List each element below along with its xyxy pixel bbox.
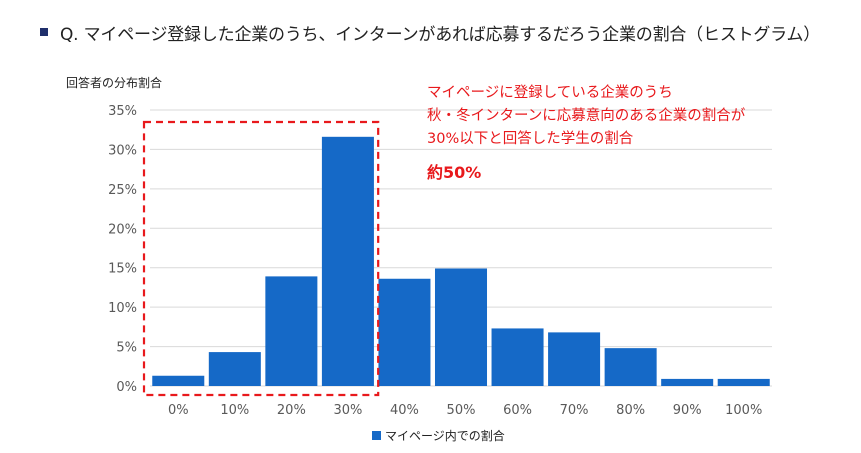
bars: [152, 136, 770, 386]
annotation-line: 30%以下と回答した学生の割合: [427, 131, 634, 147]
annotation-line: マイページに登録している企業のうち: [427, 85, 673, 101]
legend-swatch: [372, 431, 381, 440]
bar-90pct: [661, 378, 714, 386]
y-tick-label: 0%: [116, 380, 137, 395]
title-bullet-icon: [40, 28, 48, 36]
title-row: Q. マイページ登録した企業のうち、インターンがあれば応募するだろう企業の割合（…: [40, 20, 821, 45]
legend-label: マイページ内での割合: [385, 429, 505, 443]
x-tick-label: 10%: [220, 403, 249, 418]
x-tick-label: 20%: [277, 403, 306, 418]
bar-50pct: [434, 268, 488, 386]
legend: マイページ内での割合: [372, 427, 505, 444]
x-tick-label: 30%: [333, 403, 362, 418]
annotation: マイページに登録している企業のうち 秋・冬インターンに応募意向のある企業の割合が…: [427, 82, 745, 184]
bar-70pct: [548, 332, 601, 386]
y-tick-label: 10%: [108, 301, 137, 316]
y-tick-label: 30%: [108, 143, 137, 158]
y-tick-labels: 0% 5% 10% 15% 20% 25% 30% 35%: [108, 104, 137, 395]
x-tick-label: 90%: [673, 403, 702, 418]
bar-20pct: [265, 276, 318, 386]
y-tick-label: 20%: [108, 222, 137, 237]
x-tick-label: 100%: [725, 403, 762, 418]
bar-100pct: [717, 378, 770, 386]
y-axis-title: 回答者の分布割合: [66, 75, 162, 90]
x-tick-label: 60%: [503, 403, 532, 418]
x-tick-label: 0%: [168, 403, 189, 418]
bar-80pct: [604, 348, 657, 386]
x-tick-label: 80%: [616, 403, 645, 418]
bar-60pct: [491, 328, 544, 386]
x-tick-label: 40%: [390, 403, 419, 418]
x-tick-labels: 0% 10% 20% 30% 40% 50% 60% 70% 80% 90% 100%: [168, 403, 762, 418]
y-tick-label: 25%: [108, 183, 137, 198]
annotation-emphasis: 約50%: [427, 163, 482, 182]
highlight-box: [142, 120, 380, 397]
y-tick-label: 35%: [108, 104, 137, 119]
bar-30pct: [321, 136, 374, 386]
chart-title: Q. マイページ登録した企業のうち、インターンがあれば応募するだろう企業の割合（…: [60, 24, 821, 45]
bar-10pct: [208, 352, 261, 386]
bar-0pct: [152, 375, 205, 386]
x-tick-label: 70%: [560, 403, 589, 418]
y-tick-label: 15%: [108, 262, 137, 277]
bar-40pct: [378, 278, 431, 386]
x-tick-label: 50%: [447, 403, 476, 418]
annotation-line: 秋・冬インターンに応募意向のある企業の割合が: [427, 108, 746, 124]
y-tick-label: 5%: [116, 341, 137, 356]
